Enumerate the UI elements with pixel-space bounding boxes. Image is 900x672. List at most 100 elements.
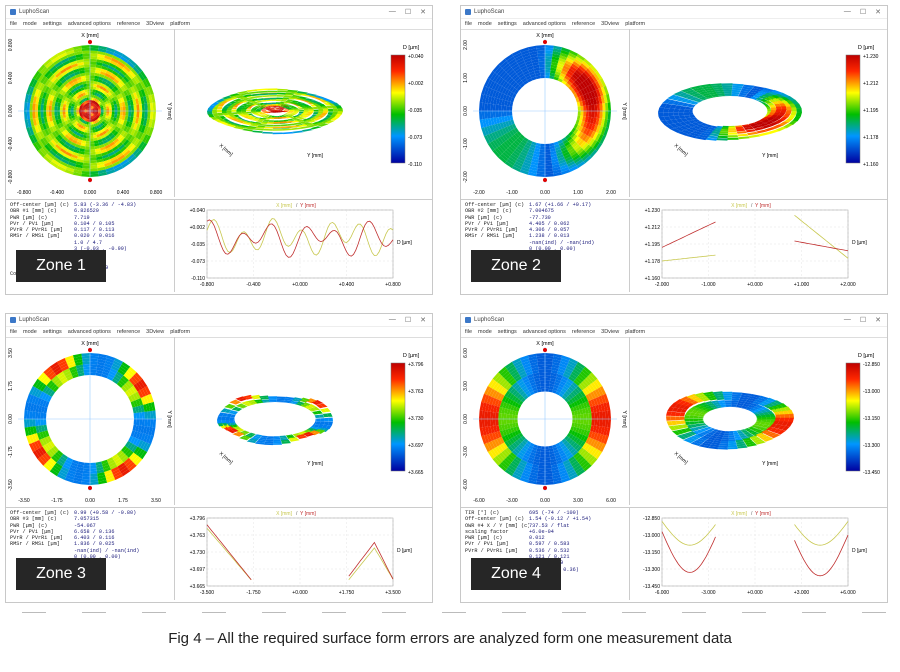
top-view-2d[interactable]: X [mm] Y [mm] -2.00 -1.00 0.00 1.00 2.00 2.00 1.… [463,29,627,197]
map-cell [523,438,529,443]
menu-item[interactable]: platform [170,21,191,27]
menu-item[interactable]: platform [170,329,191,335]
map-cell [533,389,538,394]
view-3d[interactable]: D [µm] +3.796 +3.763 +3.730 +3.697 +3.665 X [m… [174,337,433,505]
map-cell [510,136,516,143]
profile-svg[interactable]: -12.850-13.000-13.150-13.300-13.450-6.00… [630,508,878,600]
minimize-button[interactable]: — [843,8,851,15]
top-view-2d[interactable]: X [mm] Y [mm] -3.50 -1.75 0.00 1.75 3.50 3.50 1.… [8,337,172,505]
surface-cell [662,98,672,104]
map-cell [87,127,90,131]
maximize-button[interactable]: ☐ [404,9,412,16]
menu-item[interactable]: 3Dview [601,21,620,27]
map-cell [573,58,582,66]
menu-item[interactable]: platform [625,329,646,335]
top-view-2d[interactable]: X [mm] Y [mm] -0.800 -0.400 0.000 0.400 0.800 0… [8,29,172,197]
colorbar-tick: -0.035 [408,108,422,114]
menu-item[interactable]: 3Dview [146,329,165,335]
surface-cell [676,101,685,106]
map-cell [82,56,90,60]
view-3d[interactable]: D [µm] +0.040 +0.002 -0.035 -0.073 -0.110 X [m… [174,29,433,197]
map-cell [515,422,519,427]
map-cell [24,401,29,411]
menu-item[interactable]: settings [497,21,517,27]
profile-plot[interactable]: +0.040 +0.002 -0.035 -0.073 -0.110 -0.800 -0.4… [174,200,430,292]
map-cell [123,96,128,102]
close-button[interactable]: ✕ [420,317,426,324]
map-cell [76,91,81,96]
surface-cell [710,83,722,86]
surface-cell [778,121,789,126]
menu-item[interactable]: settings [42,329,62,335]
map-cell [39,91,45,99]
map-cell [495,111,499,118]
surface-cell [754,423,761,426]
menu-item[interactable]: reference [571,21,596,27]
maximize-button[interactable]: ☐ [859,9,867,16]
menu-item[interactable]: mode [23,21,37,27]
profile-plot[interactable]: -12.850 -13.000 -13.150 -13.300 -13.450 -6.00… [629,508,885,600]
menu-item[interactable]: advanced options [67,329,111,335]
map-cell [521,67,529,73]
menu-item[interactable]: settings [42,21,62,27]
profile-plot[interactable]: +3.796 +3.763 +3.730 +3.697 +3.665 -3.500 -1.7… [174,508,430,600]
menu-item[interactable]: mode [23,329,37,335]
map-cell [99,132,104,137]
menu-item[interactable]: file [465,21,473,27]
maximize-button[interactable]: ☐ [404,317,412,324]
maximize-button[interactable]: ☐ [859,317,867,324]
menu-item[interactable]: 3Dview [146,21,165,27]
menu-item[interactable]: file [10,21,18,27]
stats-row: OBR #3 [mm] (c) 7.057315 [10,516,170,522]
menu-item[interactable]: advanced options [67,21,111,27]
view-3d[interactable]: D [µm] +1.230 +1.212 +1.195 +1.178 +1.160 X [m… [629,29,888,197]
menu-item[interactable]: mode [478,21,492,27]
close-button[interactable]: ✕ [420,9,426,16]
close-button[interactable]: ✕ [875,9,881,16]
profile-svg[interactable]: +3.796+3.763+3.730+3.697+3.665-3.500 -1.7… [175,508,423,600]
surface-cell [231,109,237,112]
view-3d-svg[interactable]: D [µm]-12.850-13.000-13.150-13.300-13.45… [630,337,888,505]
map-cell [559,363,568,369]
menu-item[interactable]: platform [625,21,646,27]
minimize-button[interactable]: — [388,316,396,323]
top-view-svg[interactable]: X [mm]Y [mm]-6.00 -3.00 0.00 3.00 6.006.003.… [463,337,627,505]
map-cell [506,111,510,116]
map-cell [94,117,97,121]
profile-plot[interactable]: +1.230 +1.212 +1.195 +1.178 +1.160 -2.000 -1.0… [629,200,885,292]
menu-item[interactable]: advanced options [522,21,566,27]
menu-item[interactable]: file [465,329,473,335]
map-cell [569,434,574,440]
menu-item[interactable]: advanced options [522,329,566,335]
map-cell [113,95,118,101]
minimize-button[interactable]: — [388,8,396,15]
map-cell [509,130,515,137]
menu-item[interactable]: reference [116,21,141,27]
surface-cell [714,127,723,131]
menu-item[interactable]: mode [478,329,492,335]
top-view-svg[interactable]: X [mm]Y [mm]-0.800 -0.400 0.000 0.400 0.8000… [8,29,172,197]
map-cell [66,84,72,90]
view-3d[interactable]: D [µm] -12.850 -13.000 -13.150 -13.300 -13.45… [629,337,888,505]
menu-item[interactable]: 3Dview [601,329,620,335]
map-cell [590,83,596,91]
minimize-button[interactable]: — [843,316,851,323]
map-cell [43,111,47,118]
menu-item[interactable]: reference [116,329,141,335]
top-view-2d[interactable]: X [mm] Y [mm] -6.00 -3.00 0.00 3.00 6.00 6.00 3.… [463,337,627,505]
profile-svg[interactable]: +0.040+0.002-0.035-0.073-0.110-0.800 -0.4… [175,200,423,292]
surface-cell [722,391,733,394]
top-view-svg[interactable]: X [mm]Y [mm]-2.00 -1.00 0.00 1.00 2.002.001.… [463,29,627,197]
menu-item[interactable]: reference [571,329,596,335]
map-cell [86,112,89,116]
top-view-svg[interactable]: X [mm]Y [mm]-3.50 -1.75 0.00 1.75 3.503.501.… [8,337,172,505]
surface-cell [266,437,274,440]
map-cell [123,120,128,126]
profile-svg[interactable]: +1.230+1.212+1.195+1.178+1.160-2.000 -1.0… [630,200,878,292]
close-button[interactable]: ✕ [875,317,881,324]
menu-item[interactable]: file [10,329,18,335]
menu-item[interactable]: settings [497,329,517,335]
